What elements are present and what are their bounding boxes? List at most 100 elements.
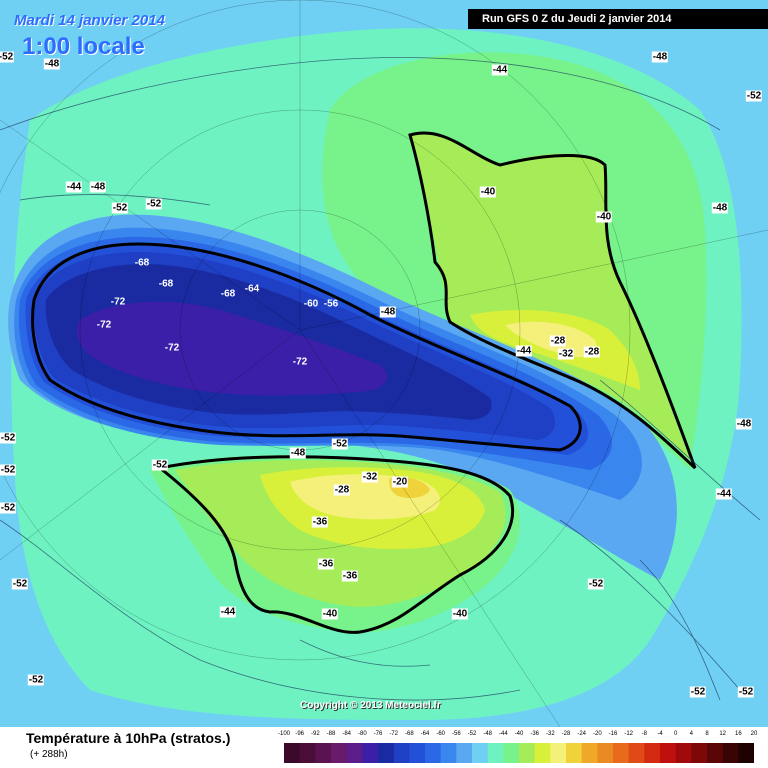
scale-swatch (315, 743, 332, 763)
map-label: -36 (311, 516, 329, 528)
map-label: -52 (587, 578, 605, 590)
map-label: -52 (745, 90, 763, 102)
graticule (0, 0, 768, 727)
map-label: -52 (0, 432, 17, 444)
map-label: -20 (391, 476, 409, 488)
map-label: -32 (557, 348, 575, 360)
map-label: -48 (289, 447, 307, 459)
scale-swatch (644, 743, 661, 763)
map-label: -48 (379, 306, 397, 318)
map-label: -72 (110, 296, 126, 308)
scale-tick-label: 4 (689, 731, 693, 737)
scale-swatch (440, 743, 457, 763)
map-label: -52 (0, 464, 17, 476)
map-label: -40 (595, 211, 613, 223)
scale-swatch (346, 743, 363, 763)
scale-swatch (550, 743, 567, 763)
map-label: -44 (219, 606, 237, 618)
map-label: -40 (479, 186, 497, 198)
scale-tick-label: -60 (436, 731, 445, 737)
thin-contours (0, 57, 761, 701)
map-label: -28 (333, 484, 351, 496)
legend-title: Température à 10hPa (stratos.) (26, 730, 231, 746)
run-info: Run GFS 0 Z du Jeudi 2 janvier 2014 (468, 9, 768, 29)
scale-tick-label: -100 (277, 731, 291, 737)
scale-tick-label: -76 (373, 731, 383, 737)
scale-tick-label: -12 (624, 731, 633, 737)
scale-swatch (284, 743, 301, 763)
scale-tick-label: 12 (719, 731, 726, 737)
map-label: -48 (651, 51, 669, 63)
scale-tick-label: -32 (545, 731, 555, 737)
scale-tick-label: 16 (734, 731, 742, 737)
scale-tick-label: -72 (389, 731, 398, 737)
map-label: -48 (43, 58, 61, 70)
scale-tick-label: -80 (357, 731, 367, 737)
scale-tick-label: -96 (295, 731, 304, 737)
legend-footer: Température à 10hPa (stratos.) (+ 288h) … (0, 727, 768, 768)
scale-tick-label: -40 (514, 731, 524, 737)
map-label: -48 (735, 418, 753, 430)
map-label: -52 (11, 578, 29, 590)
scale-tick-label: -84 (342, 731, 351, 737)
scale-swatch (362, 743, 379, 763)
scale-tick-label: -48 (483, 731, 492, 737)
map-label: -52 (331, 438, 349, 450)
map-label: -48 (89, 181, 107, 193)
map-label: -68 (220, 288, 236, 300)
scale-tick-label: 20 (750, 731, 758, 737)
scale-swatch (331, 743, 348, 763)
scale-swatch (738, 743, 754, 763)
map-label: -44 (65, 181, 83, 193)
scale-swatch (409, 743, 426, 763)
scale-tick-label: 0 (673, 731, 678, 737)
scale-tick-label: -36 (530, 731, 539, 737)
scale-tick-label: 8 (705, 731, 709, 737)
scale-tick-label: -88 (326, 731, 336, 737)
map-label: -28 (549, 335, 567, 347)
scale-swatch (581, 743, 598, 763)
map-label: -68 (158, 278, 174, 290)
scale-swatch (393, 743, 410, 763)
local-time: 1:00 locale (22, 33, 145, 60)
scale-tick-label: -8 (641, 731, 647, 737)
forecast-date: Mardi 14 janvier 2014 (14, 12, 165, 29)
map-label: -52 (0, 51, 15, 63)
map-label: -36 (341, 570, 359, 582)
map-label: -40 (321, 608, 339, 620)
scale-swatch (487, 743, 504, 763)
scale-tick-label: -4 (657, 731, 663, 737)
temperature-map (0, 0, 768, 727)
scale-swatch (519, 743, 536, 763)
scale-swatch (425, 743, 442, 763)
map-label: -72 (164, 342, 180, 354)
scale-tick-label: -44 (498, 731, 508, 737)
map-label: -52 (151, 459, 169, 471)
scale-tick-label: -68 (404, 731, 414, 737)
field-band-minus-76 (76, 301, 388, 396)
copyright-notice: Copyright © 2013 Meteociel.fr (300, 700, 441, 711)
map-label: -32 (361, 471, 379, 483)
scale-swatch (503, 743, 520, 763)
map-label: -40 (451, 608, 469, 620)
scale-swatch (456, 743, 473, 763)
scale-tick-label: -52 (467, 731, 477, 737)
color-scale-bar (284, 743, 754, 763)
legend-subtitle: (+ 288h) (30, 749, 68, 760)
map-label: -68 (134, 257, 150, 269)
map-label: -52 (111, 202, 129, 214)
scale-swatch (613, 743, 630, 763)
scale-tick-label: -64 (420, 731, 430, 737)
scale-swatch (566, 743, 583, 763)
map-label: -36 (317, 558, 335, 570)
map-label: -48 (711, 202, 729, 214)
map-label: -52 (145, 198, 163, 210)
map-label: -56 (323, 298, 339, 310)
scale-tick-label: -20 (592, 731, 602, 737)
map-label: -72 (96, 319, 112, 331)
map-label: -72 (292, 356, 308, 368)
contour-minus-40-south (156, 455, 515, 634)
map-label: -52 (0, 502, 17, 514)
contour-minus-68-vortex (31, 242, 582, 452)
